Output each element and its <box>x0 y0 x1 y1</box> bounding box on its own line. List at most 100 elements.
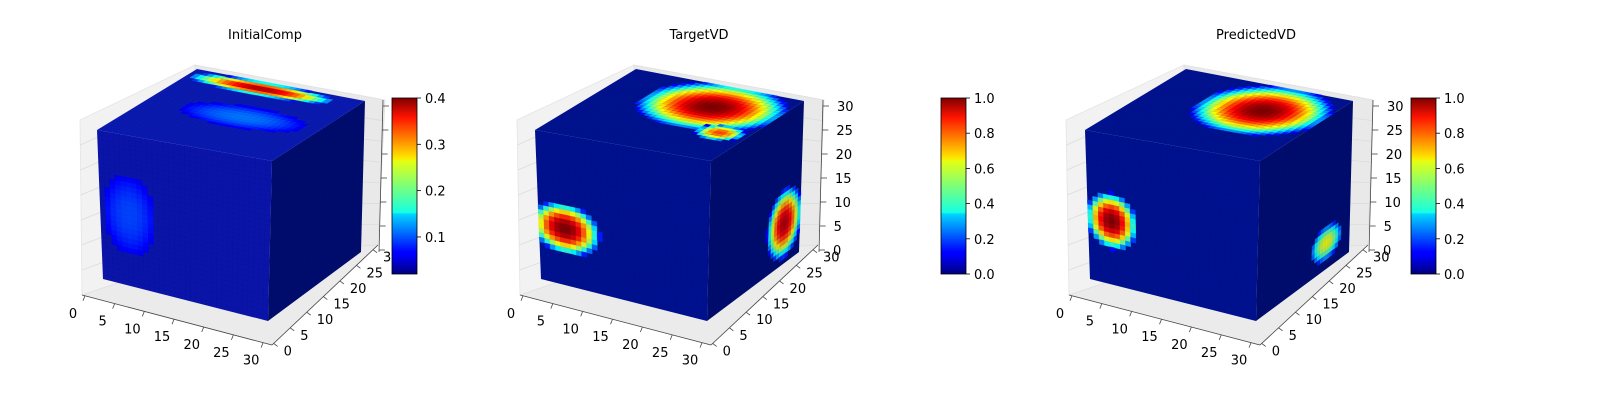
panel-targetvd: TargetVD05101520253005101520253005101520… <box>507 28 995 369</box>
x-tick-label: 25 <box>652 346 669 361</box>
y-tick-mark <box>1329 281 1333 284</box>
z-tick-label: 5 <box>1384 220 1392 235</box>
colorbar-tick-label: 1.0 <box>974 92 995 107</box>
colorbar-tick-label: 0.3 <box>425 138 446 153</box>
y-tick-mark <box>746 312 750 315</box>
x-tick-mark <box>1070 296 1072 301</box>
y-tick-label: 5 <box>739 329 747 344</box>
z-tick-label: 20 <box>1386 148 1403 163</box>
x-tick-mark <box>1100 304 1102 309</box>
y-tick-label: 0 <box>723 344 731 359</box>
y-tick-mark <box>373 250 377 253</box>
y-tick-mark <box>274 343 278 346</box>
y-tick-label: 5 <box>300 329 308 344</box>
y-tick-label: 25 <box>806 266 823 281</box>
x-tick-mark <box>261 343 263 348</box>
x-tick-label: 0 <box>69 307 77 322</box>
z-tick-label: 30 <box>1387 100 1404 115</box>
z-tick-label: 15 <box>1385 172 1402 187</box>
x-tick-mark <box>113 304 115 309</box>
y-tick-mark <box>1346 265 1350 268</box>
y-tick-label: 0 <box>284 344 292 359</box>
x-tick-label: 5 <box>99 315 107 330</box>
x-tick-mark <box>172 319 174 324</box>
z-tick-label: 10 <box>834 196 851 211</box>
x-tick-mark <box>1249 343 1251 348</box>
y-tick-mark <box>780 281 784 284</box>
z-tick-label: 0 <box>833 244 841 259</box>
colorbar-tick-label: 0.1 <box>425 231 446 246</box>
y-tick-label: 10 <box>756 313 773 328</box>
colorbar-tick-label: 0.6 <box>1444 162 1465 177</box>
x-tick-label: 15 <box>154 330 171 345</box>
x-tick-mark <box>700 343 702 348</box>
y-tick-label: 15 <box>1322 298 1339 313</box>
x-tick-mark <box>551 304 553 309</box>
x-tick-mark <box>1160 319 1162 324</box>
x-tick-label: 0 <box>1056 307 1064 322</box>
x-tick-mark <box>521 296 523 301</box>
y-tick-label: 20 <box>790 282 807 297</box>
colorbar-gradient <box>392 98 417 274</box>
panel-title: InitialComp <box>228 28 302 43</box>
x-tick-mark <box>231 335 233 340</box>
x-tick-label: 10 <box>124 322 141 337</box>
colorbar-tick-label: 0.4 <box>974 198 995 213</box>
colorbar-tick-label: 0.8 <box>1444 127 1465 142</box>
x-tick-label: 5 <box>537 315 545 330</box>
x-tick-label: 10 <box>562 322 579 337</box>
x-tick-mark <box>202 327 204 332</box>
y-tick-mark <box>763 297 767 300</box>
colorbar-tick-label: 0.0 <box>1444 268 1465 283</box>
z-tick-label: 25 <box>1386 124 1403 139</box>
x-tick-label: 15 <box>592 330 609 345</box>
x-tick-label: 5 <box>1086 315 1094 330</box>
panel-predictedvd: PredictedVD05101520253005101520253005101… <box>1056 28 1465 369</box>
y-tick-label: 10 <box>1305 313 1322 328</box>
z-axis: 0 5 10 15 20 25 30 <box>1369 100 1404 259</box>
y-tick-mark <box>290 328 294 331</box>
z-tick-label: 25 <box>836 124 853 139</box>
y-tick-label: 20 <box>1339 282 1356 297</box>
x-tick-label: 20 <box>622 338 639 353</box>
y-tick-mark <box>307 312 311 315</box>
y-tick-mark <box>1279 328 1283 331</box>
z-tick-label: 5 <box>834 220 842 235</box>
z-tick-label: 10 <box>1384 196 1401 211</box>
y-tick-mark <box>813 250 817 253</box>
panel-initialcomp: InitialComp0510152025300510152025300.10.… <box>69 28 446 369</box>
x-tick-mark <box>1189 327 1191 332</box>
colorbar-tick-label: 0.4 <box>1444 198 1465 213</box>
x-tick-label: 20 <box>1171 338 1188 353</box>
x-tick-mark <box>142 311 144 316</box>
x-tick-mark <box>670 335 672 340</box>
colorbar-tick-label: 0.2 <box>974 233 995 248</box>
x-tick-mark <box>1130 311 1132 316</box>
x-tick-label: 30 <box>682 354 699 369</box>
colorbar-gradient <box>941 98 966 274</box>
x-tick-mark <box>83 296 85 301</box>
z-tick-label: 0 <box>1383 244 1391 259</box>
colorbar-tick-label: 0.2 <box>1444 233 1465 248</box>
x-tick-label: 20 <box>183 338 200 353</box>
y-tick-label: 10 <box>317 313 334 328</box>
colorbar-tick-label: 0.2 <box>425 185 446 200</box>
y-tick-mark <box>323 297 327 300</box>
x-tick-label: 30 <box>1231 354 1248 369</box>
y-tick-mark <box>356 265 360 268</box>
y-tick-mark <box>729 328 733 331</box>
y-tick-mark <box>713 343 717 346</box>
colorbar-gradient <box>1411 98 1436 274</box>
x-tick-label: 15 <box>1141 330 1158 345</box>
colorbar-tick-label: 1.0 <box>1444 92 1465 107</box>
z-tick-label: 20 <box>836 148 853 163</box>
x-tick-mark <box>640 327 642 332</box>
z-tick-label: 30 <box>837 100 854 115</box>
y-tick-mark <box>1262 343 1266 346</box>
x-tick-mark <box>1219 335 1221 340</box>
y-tick-mark <box>340 281 344 284</box>
y-tick-label: 25 <box>1356 266 1373 281</box>
y-tick-label: 25 <box>366 266 383 281</box>
colorbar: 0.0 0.2 0.4 0.6 0.8 1.0 <box>1411 92 1465 283</box>
x-tick-label: 25 <box>1201 346 1218 361</box>
